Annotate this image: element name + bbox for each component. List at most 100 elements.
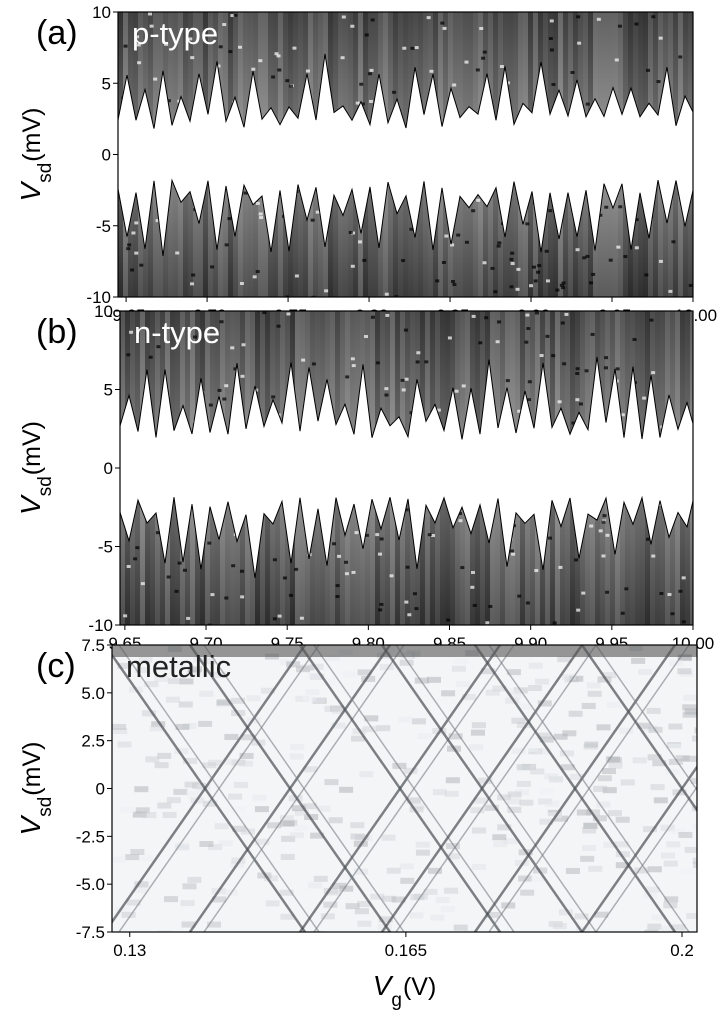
heatmap-texture (560, 764, 575, 771)
heatmap-texture (509, 285, 514, 289)
heatmap-texture (157, 752, 172, 759)
heatmap-texture (389, 574, 394, 578)
heatmap-texture (582, 256, 587, 260)
y-tick-label: 5.0 (81, 684, 105, 703)
heatmap-texture (289, 832, 304, 839)
heatmap-texture (348, 230, 353, 234)
heatmap-texture (485, 689, 500, 696)
heatmap-texture (286, 312, 291, 316)
panel-label: (a) (36, 14, 78, 52)
heatmap-texture (603, 366, 608, 370)
heatmap-texture (479, 27, 484, 31)
heatmap-texture (642, 396, 647, 400)
heatmap-texture (472, 827, 487, 834)
heatmap-texture (175, 844, 190, 851)
heatmap-texture (233, 13, 238, 17)
heatmap-texture (507, 806, 522, 813)
heatmap-texture (252, 275, 257, 279)
heatmap-texture (677, 668, 692, 675)
heatmap-texture (258, 59, 263, 63)
heatmap-texture (188, 645, 392, 932)
heatmap-texture (594, 911, 609, 918)
heatmap-texture (601, 554, 606, 558)
heatmap-texture (282, 576, 287, 580)
heatmap-texture (575, 367, 580, 371)
heatmap-texture (364, 715, 379, 722)
heatmap-texture (582, 844, 597, 851)
heatmap-texture (258, 212, 263, 216)
panel-label: (b) (36, 313, 78, 351)
heatmap-texture (488, 604, 493, 608)
heatmap-texture (276, 324, 281, 328)
heatmap-texture (360, 102, 365, 106)
heatmap-texture (549, 48, 554, 52)
heatmap-texture (692, 823, 697, 830)
heatmap-texture (577, 41, 582, 45)
heatmap-texture (308, 882, 323, 889)
label-symbol: V (15, 494, 46, 515)
heatmap-texture (464, 240, 469, 244)
heatmap-texture (516, 780, 531, 787)
heatmap-texture (596, 17, 601, 21)
heatmap-texture (427, 533, 432, 537)
heatmap-texture (686, 913, 697, 920)
heatmap-texture (302, 803, 317, 810)
heatmap-texture (324, 289, 329, 293)
heatmap-texture (580, 645, 697, 813)
heatmap-texture (164, 42, 169, 46)
heatmap-texture (585, 254, 590, 258)
heatmap-texture (666, 841, 681, 848)
heatmap-texture (524, 340, 529, 344)
heatmap-texture (126, 247, 131, 251)
heatmap-texture (471, 314, 476, 318)
heatmap-texture (619, 727, 634, 734)
heatmap-texture (212, 896, 227, 903)
heatmap-texture (581, 591, 586, 595)
heatmap-texture (409, 912, 424, 919)
heatmap-texture (134, 251, 139, 255)
heatmap-texture (651, 554, 656, 558)
heatmap-texture (445, 777, 460, 784)
heatmap-texture (617, 24, 622, 28)
heatmap-texture (499, 64, 504, 68)
heatmap-texture (561, 286, 566, 290)
heatmap-texture (239, 760, 254, 767)
heatmap-texture (690, 777, 697, 784)
heatmap-texture (656, 80, 661, 84)
heatmap-texture (112, 645, 697, 657)
heatmap-texture (678, 55, 683, 59)
heatmap-texture (472, 603, 477, 607)
heatmap-texture (644, 273, 649, 277)
heatmap-texture (643, 826, 658, 833)
heatmap-texture (456, 233, 461, 237)
heatmap-texture (520, 889, 535, 896)
heatmap-texture (345, 375, 350, 379)
heatmap-texture (384, 393, 389, 397)
heatmap-texture (452, 283, 457, 287)
heatmap-texture (326, 889, 341, 896)
heatmap-texture (606, 701, 621, 708)
heatmap-texture (350, 24, 355, 28)
heatmap-texture (331, 722, 346, 729)
label-subscript: sd (35, 476, 56, 496)
heatmap-texture (471, 863, 486, 870)
heatmap-texture (455, 680, 470, 687)
heatmap-texture (525, 222, 530, 226)
heatmap-texture (535, 748, 550, 755)
heatmap-texture (136, 43, 141, 47)
heatmap-texture (589, 281, 594, 285)
heatmap-texture (401, 259, 406, 263)
heatmap-texture (552, 923, 567, 930)
heatmap-texture (545, 800, 560, 807)
heatmap-texture (240, 595, 245, 599)
heatmap-texture (208, 844, 223, 851)
heatmap-texture (683, 694, 697, 701)
heatmap-texture (175, 723, 190, 730)
heatmap-texture (345, 903, 360, 910)
heatmap-texture (217, 388, 222, 392)
y-tick-label: -10 (88, 616, 113, 635)
heatmap-texture (518, 875, 533, 882)
heatmap-texture (403, 328, 408, 332)
label-subscript: g (391, 990, 402, 1011)
